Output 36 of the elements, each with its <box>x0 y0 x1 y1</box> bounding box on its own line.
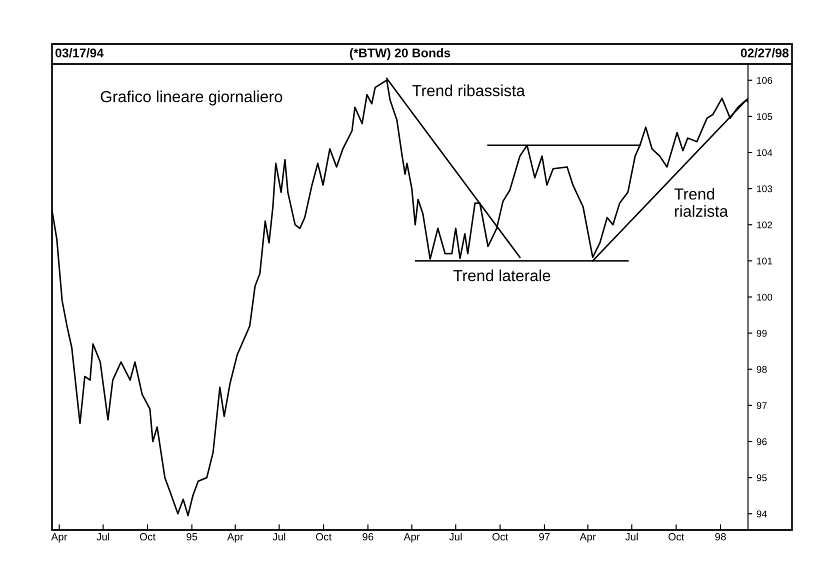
x-tick-label: Apr <box>404 533 420 542</box>
y-tick-label: 106 <box>757 76 772 84</box>
y-tick-label: 100 <box>757 294 772 301</box>
x-tick-label: Oct <box>140 533 156 540</box>
y-tick-label: 101 <box>757 258 772 264</box>
x-tick-label: Apr <box>580 533 596 542</box>
x-tick-label: Oct <box>492 533 508 540</box>
y-tick-label: 96 <box>756 438 767 446</box>
x-tick-label: 98 <box>715 533 726 540</box>
y-tick-label: 94 <box>756 510 767 518</box>
y-tick-label: 105 <box>757 113 772 120</box>
y-tick-label: 99 <box>756 330 767 337</box>
annotation: Trend rialzista <box>674 188 728 217</box>
chart-title: (*BTW) 20 Bonds <box>350 48 450 60</box>
y-tick-label: 103 <box>757 185 772 192</box>
x-tick-label: Apr <box>51 533 68 542</box>
x-tick-label: Jul <box>272 532 286 540</box>
x-tick-label: Oct <box>668 533 684 540</box>
annotation: Trend ribassista <box>412 84 526 96</box>
x-tick-label: 95 <box>186 533 198 540</box>
y-tick-label: 98 <box>756 366 767 373</box>
annotation: Grafico lineare giornaliero <box>100 90 282 106</box>
x-tick-label: Oct <box>316 533 332 540</box>
x-tick-label: Jul <box>449 532 462 540</box>
x-tick-label: 97 <box>539 533 550 540</box>
y-tick-label: 104 <box>757 149 772 156</box>
y-tick-label: 95 <box>756 474 767 482</box>
y-tick-label: 97 <box>756 402 767 409</box>
x-tick-label: Jul <box>625 532 638 540</box>
x-tick-label: 96 <box>362 533 374 540</box>
y-tick-label: 102 <box>757 221 772 228</box>
text: 02/27/98 <box>740 48 789 58</box>
annotation: Trend laterale <box>453 270 550 282</box>
x-tick-label: Apr <box>227 533 244 542</box>
text: 03/17/94 <box>55 48 104 58</box>
x-tick-label: Jul <box>96 532 110 540</box>
